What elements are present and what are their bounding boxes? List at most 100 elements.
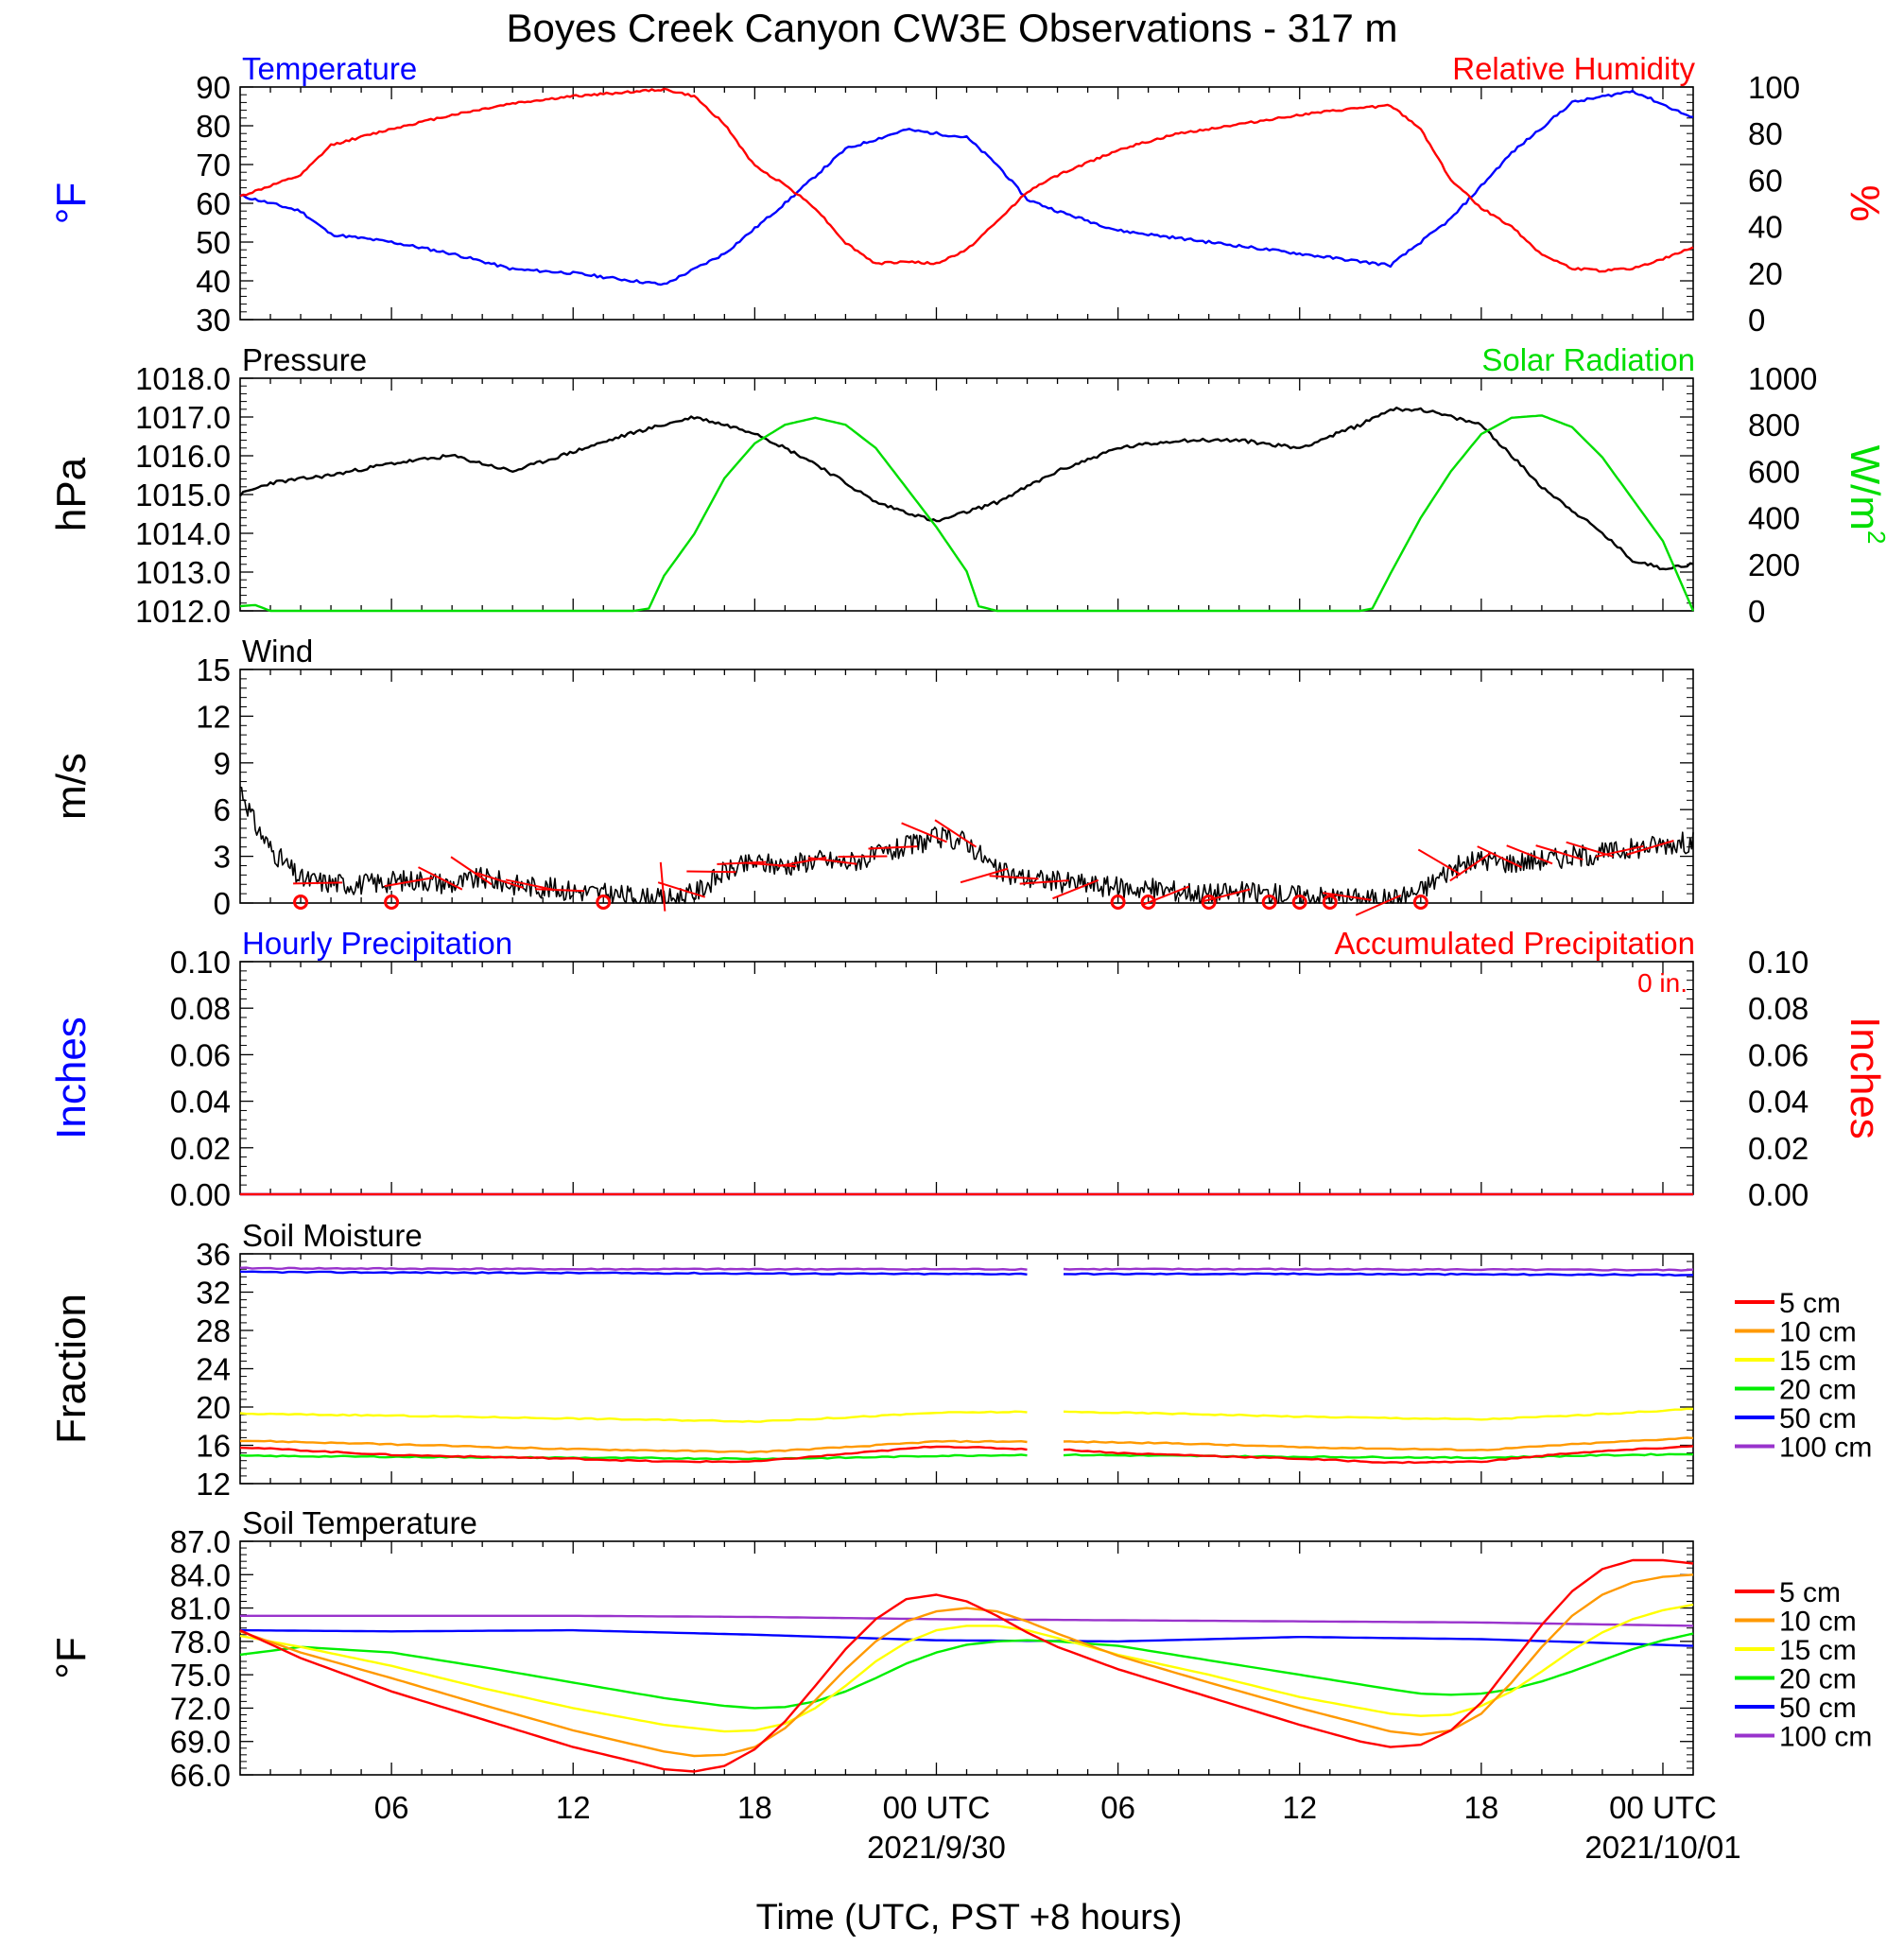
calm-wind-marker bbox=[293, 895, 309, 910]
calm-wind-marker bbox=[1110, 895, 1126, 910]
pressure-line bbox=[239, 407, 1694, 571]
wind-barb bbox=[717, 860, 767, 865]
y-tick-label-right: 600 bbox=[1748, 454, 1800, 489]
calm-wind-marker bbox=[1261, 895, 1277, 910]
y-tick-label-left: 28 bbox=[196, 1313, 231, 1348]
y-axis-label-right-text: W/m bbox=[1842, 445, 1888, 530]
wind-barb bbox=[747, 861, 797, 868]
x-tick-label: 12 bbox=[1282, 1790, 1317, 1825]
y-tick-label-left: 36 bbox=[196, 1237, 231, 1272]
wind-barb bbox=[384, 877, 434, 888]
y-tick-label-right: 100 bbox=[1748, 70, 1800, 105]
y-tick-label-right: 0.02 bbox=[1748, 1131, 1809, 1166]
y-tick-label-right: 800 bbox=[1748, 408, 1800, 443]
y-tick-label-left: 1014.0 bbox=[135, 516, 231, 551]
y-tick-label-right: 20 bbox=[1748, 256, 1783, 291]
wind-barb bbox=[1535, 844, 1584, 861]
y-tick-label-left: 78.0 bbox=[170, 1625, 231, 1659]
panel-title-left: Soil Moisture bbox=[242, 1218, 423, 1253]
y-tick-label-left: 72.0 bbox=[170, 1691, 231, 1726]
legend-label: 5 cm bbox=[1779, 1288, 1841, 1319]
x-tick-label: 06 bbox=[374, 1790, 409, 1825]
plot-frame bbox=[239, 961, 1694, 1195]
wind-barb bbox=[1355, 894, 1402, 916]
wind-barb bbox=[989, 875, 1039, 880]
legend-label: 15 cm bbox=[1779, 1635, 1857, 1666]
wind-barb bbox=[1626, 840, 1674, 856]
y-tick-label-left: 69.0 bbox=[170, 1725, 231, 1760]
panel-title-left: Hourly Precipitation bbox=[242, 926, 512, 961]
y-tick-label-left: 3 bbox=[214, 840, 231, 875]
x-tick-label: 18 bbox=[737, 1790, 772, 1825]
panel-temperature-humidity: 30 40 50 60 70 80 90 0 20 40 60 80 100 Temperature Rel… bbox=[48, 51, 1888, 338]
legend-label: 100 cm bbox=[1779, 1722, 1872, 1753]
y-axis-label-right-text: % bbox=[1842, 184, 1888, 221]
wind-barb bbox=[535, 888, 585, 893]
wind-barb bbox=[1477, 845, 1523, 869]
panel-wind: 0 3 6 9 12 15 Wind m/s bbox=[48, 634, 1694, 921]
y-tick-label-left: 75.0 bbox=[170, 1658, 231, 1693]
y-tick-label-left: 6 bbox=[214, 792, 231, 827]
calm-wind-marker bbox=[1291, 895, 1307, 910]
panel-title-right: Solar Radiation bbox=[1481, 342, 1695, 377]
depth-line-100cm bbox=[239, 1266, 1694, 1272]
panel-title-left: Wind bbox=[242, 634, 313, 669]
y-tick-label-left: 15 bbox=[196, 652, 231, 687]
y-tick-label-right: 0.06 bbox=[1748, 1037, 1809, 1072]
y-axis-label-left: hPa bbox=[48, 457, 95, 531]
relative-humidity-line bbox=[239, 87, 1694, 273]
wind-barb bbox=[1595, 844, 1644, 858]
wind-barb bbox=[1506, 844, 1553, 865]
panel-soil-temperature: 66.069.072.075.078.081.084.087.0 Soil Tem… bbox=[48, 1505, 1872, 1865]
panel-title-left: Temperature bbox=[242, 51, 417, 86]
y-axis-label-right-superscript: 2 bbox=[1862, 530, 1891, 544]
y-tick-label-left: 1013.0 bbox=[135, 555, 231, 590]
wind-barb bbox=[657, 881, 706, 898]
legend-label: 50 cm bbox=[1779, 1403, 1857, 1434]
y-tick-label-left: 30 bbox=[196, 303, 231, 338]
wind-barb bbox=[659, 861, 666, 912]
panel-precipitation: 0.00 0.02 0.04 0.06 0.08 0.10 0.00 0.02 0.04 0.06… bbox=[48, 926, 1888, 1212]
wind-barb bbox=[1052, 878, 1099, 900]
wind-barb bbox=[868, 845, 918, 850]
temperature-line bbox=[239, 89, 1694, 287]
y-tick-label-right: 1000 bbox=[1748, 361, 1817, 396]
depth-line-50cm bbox=[240, 1628, 1694, 1647]
y-tick-label-left: 80 bbox=[196, 109, 231, 144]
y-axis-label-right: % bbox=[1842, 184, 1888, 221]
panel-title-left: Pressure bbox=[242, 342, 367, 377]
y-tick-label-right: 0 bbox=[1748, 594, 1765, 629]
y-axis-label-right: W/m2 bbox=[1842, 445, 1891, 545]
y-axis-label-left: °F bbox=[48, 182, 95, 224]
y-tick-label-left: 50 bbox=[196, 225, 231, 260]
y-tick-label-left: 66.0 bbox=[170, 1758, 231, 1793]
wind-barb bbox=[807, 857, 857, 865]
wind-barb bbox=[901, 822, 947, 843]
panel-title-right: Accumulated Precipitation bbox=[1334, 926, 1695, 961]
x-axis-label: Time (UTC, PST +8 hours) bbox=[756, 1898, 1183, 1937]
y-tick-label-right: 0.04 bbox=[1748, 1085, 1809, 1120]
figure-title: Boyes Creek Canyon CW3E Observations - 3… bbox=[506, 6, 1397, 50]
wind-barb bbox=[1323, 892, 1372, 901]
y-tick-label-right: 0.00 bbox=[1748, 1177, 1809, 1212]
x-tick-label: 00 UTC bbox=[1609, 1790, 1717, 1825]
depth-line-5cm bbox=[239, 1445, 1694, 1465]
depth-line-15cm bbox=[239, 1407, 1694, 1423]
legend-label: 20 cm bbox=[1779, 1664, 1857, 1695]
y-tick-label-right: 0.08 bbox=[1748, 991, 1809, 1026]
wind-barb bbox=[1143, 885, 1190, 906]
x-tick-label: 12 bbox=[556, 1790, 591, 1825]
wind-barb bbox=[1019, 879, 1069, 885]
calm-wind-marker bbox=[1412, 895, 1428, 910]
calm-wind-marker bbox=[1322, 895, 1338, 910]
y-tick-label-right: 0 bbox=[1748, 303, 1765, 338]
legend-label: 10 cm bbox=[1779, 1317, 1857, 1348]
y-tick-label-right: 400 bbox=[1748, 501, 1800, 536]
y-tick-label-left: 70 bbox=[196, 148, 231, 182]
wind-barb bbox=[934, 819, 978, 848]
wind-barb bbox=[838, 855, 888, 859]
y-tick-label-left: 1017.0 bbox=[135, 400, 231, 435]
wind-speed-line bbox=[239, 786, 1694, 904]
